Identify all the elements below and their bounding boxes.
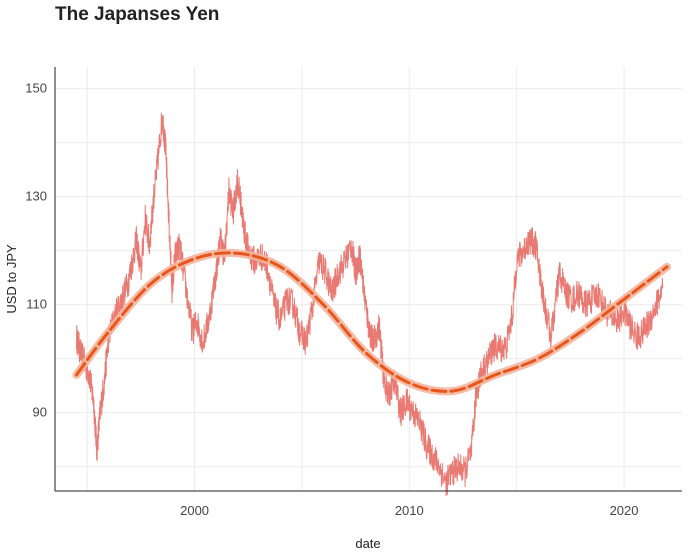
y-tick-label: 130 bbox=[25, 189, 47, 204]
y-tick-label: 110 bbox=[26, 297, 47, 312]
chart-title: The Japanses Yen bbox=[55, 4, 219, 25]
trend-line bbox=[75, 251, 669, 393]
series-layer bbox=[72, 112, 671, 497]
y-axis-label: USD to JPY bbox=[4, 244, 19, 314]
x-tick-label: 2020 bbox=[610, 503, 639, 518]
x-axis-label: date bbox=[355, 536, 380, 551]
grid-lines bbox=[55, 67, 682, 491]
x-axis-ticks: 2000 2010 2020 bbox=[180, 503, 638, 518]
y-tick-label: 90 bbox=[33, 405, 47, 420]
x-tick-label: 2010 bbox=[395, 503, 424, 518]
y-axis-ticks: 90 110 130 150 bbox=[25, 81, 47, 420]
x-tick-label: 2000 bbox=[180, 503, 209, 518]
rate-series-line bbox=[76, 112, 664, 497]
y-tick-label: 150 bbox=[25, 81, 47, 96]
